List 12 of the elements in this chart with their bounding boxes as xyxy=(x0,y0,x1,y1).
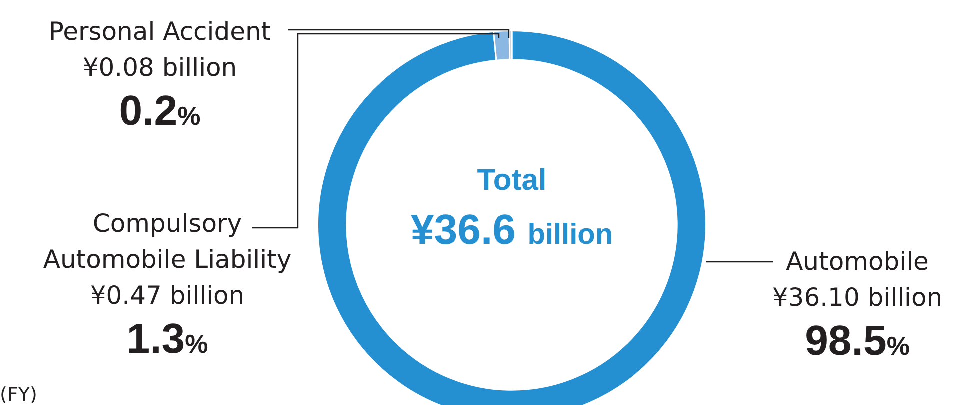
data-label: 1.3% xyxy=(126,314,210,364)
text: Total xyxy=(476,164,548,198)
slice-label: Compulsory Automobile Liability xyxy=(42,208,293,276)
slice-label: Personal Accident xyxy=(48,16,272,48)
text: ¥0.47 billion xyxy=(89,280,246,312)
text: ¥36.6 billion xyxy=(410,206,614,254)
data-label: 0.2% xyxy=(118,86,202,136)
text: ¥0.08 billion xyxy=(82,52,238,84)
slice-label: Automobile xyxy=(785,246,930,278)
data-label: 98.5% xyxy=(804,316,911,366)
text: ¥36.10 billion xyxy=(771,282,944,314)
text: (FY) xyxy=(0,384,38,405)
